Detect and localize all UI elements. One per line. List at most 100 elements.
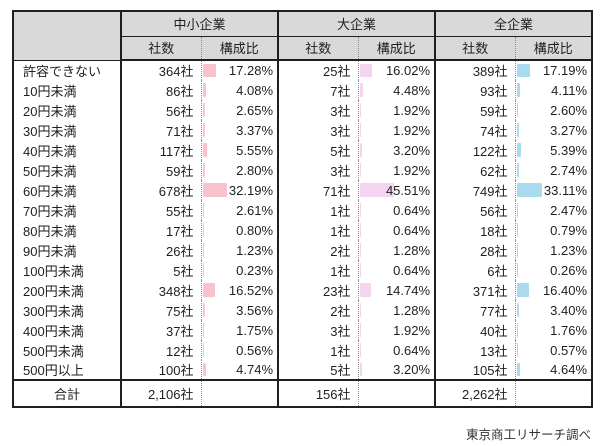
ratio-data-bar (516, 163, 519, 177)
ratio-value: 4.74% (236, 362, 274, 377)
ratio-data-bar (202, 283, 215, 297)
all-ratio-cell: 0.79% (514, 220, 593, 240)
ratio-data-bar (516, 183, 542, 197)
table-row: 70円未満 55社 2.61% 1社 0.64% 56社 2.47% (13, 200, 593, 220)
subheader-row: 社数 構成比 社数 構成比 社数 構成比 (13, 36, 593, 61)
large-ratio-cell: 1.28% (357, 300, 436, 320)
sme-ratio-cell: 3.37% (200, 120, 279, 140)
large-ratio-header: 構成比 (357, 36, 436, 61)
all-ratio-cell: 2.60% (514, 100, 593, 120)
ratio-value: 17.28% (228, 63, 274, 78)
large-ratio-cell: 1.28% (357, 240, 436, 260)
ratio-data-bar (516, 103, 519, 117)
all-ratio-cell: 16.40% (514, 280, 593, 300)
ratio-data-bar (359, 64, 372, 77)
sme-total-ratio-cell (200, 379, 279, 407)
ratio-data-bar (202, 363, 207, 376)
all-count-cell: 28社 (434, 240, 516, 260)
ratio-value: 3.20% (393, 362, 431, 377)
ratio-value: 0.56% (236, 342, 274, 358)
all-count-cell: 13社 (434, 340, 516, 360)
ratio-value: 0.23% (236, 262, 274, 278)
large-ratio-cell: 0.64% (357, 200, 436, 220)
all-ratio-cell: 3.27% (514, 120, 593, 140)
ratio-data-bar (359, 323, 361, 337)
large-count-cell: 3社 (277, 160, 359, 180)
ratio-value: 2.65% (236, 102, 274, 118)
ratio-data-bar (516, 203, 519, 217)
ratio-data-bar (202, 163, 205, 177)
large-total-count-cell: 156社 (277, 379, 359, 407)
ratio-data-bar (516, 323, 518, 337)
large-count-cell: 3社 (277, 320, 359, 340)
ratio-data-bar (359, 163, 361, 177)
all-ratio-cell: 33.11% (514, 180, 593, 200)
table-row: 30円未満 71社 3.37% 3社 1.92% 74社 3.27% (13, 120, 593, 140)
ratio-value: 3.20% (393, 142, 431, 158)
large-count-cell: 1社 (277, 340, 359, 360)
ratio-data-bar (202, 183, 227, 197)
sme-count-cell: 59社 (166, 163, 194, 179)
ratio-data-bar (516, 143, 521, 157)
large-count-cell: 7社 (277, 80, 359, 100)
ratio-value: 16.52% (228, 282, 274, 298)
ratio-value: 0.64% (393, 222, 431, 238)
ratio-value: 32.19% (228, 182, 274, 198)
table-row: 200円未満 348社 16.52% 23社 14.74% 371社 16.40% (13, 280, 593, 300)
large-ratio-cell: 1.92% (357, 100, 436, 120)
table-body: 許容できない 364社 17.28% 25社 16.02% 389社 17.19% 10円未満… (13, 60, 593, 407)
sme-ratio-cell: 0.80% (200, 220, 279, 240)
large-ratio-cell: 0.64% (357, 220, 436, 240)
ratio-data-bar (516, 64, 530, 77)
ratio-data-bar (202, 303, 206, 317)
sme-ratio-cell: 1.23% (200, 240, 279, 260)
row-label: 10円未満 (13, 80, 122, 100)
ratio-data-bar (202, 143, 207, 157)
table-row: 500円未満 12社 0.56% 1社 0.64% 13社 0.57% (13, 340, 593, 360)
ratio-value: 5.55% (236, 142, 274, 158)
sme-ratio-cell: 0.23% (200, 260, 279, 280)
table-header: 中小企業 大企業 全企業 社数 構成比 社数 構成比 社数 構成比 (13, 11, 593, 61)
ratio-value: 1.75% (236, 322, 274, 338)
all-ratio-cell: 2.47% (514, 200, 593, 220)
ratio-data-bar (516, 243, 518, 257)
table-row: 100円未満 5社 0.23% 1社 0.64% 6社 0.26% (13, 260, 593, 280)
ratio-value: 1.28% (393, 242, 431, 258)
ratio-value: 4.11% (551, 82, 588, 98)
table-row: 許容できない 364社 17.28% 25社 16.02% 389社 17.19% (13, 60, 593, 80)
all-ratio-cell: 5.39% (514, 140, 593, 160)
ratio-value: 0.80% (236, 222, 274, 238)
ratio-data-bar (359, 243, 361, 257)
ratio-value: 0.26% (550, 262, 588, 278)
row-label: 30円未満 (13, 120, 122, 140)
sme-ratio-cell: 2.80% (200, 160, 279, 180)
ratio-data-bar (202, 323, 204, 337)
sme-ratio-cell: 2.65% (200, 100, 279, 120)
ratio-value: 16.02% (385, 63, 431, 78)
ratio-value: 3.40% (550, 302, 588, 318)
all-count-header: 社数 (434, 36, 516, 61)
row-label: 300円未満 (13, 300, 122, 320)
large-count-cell: 2社 (277, 300, 359, 320)
all-total-ratio-cell (514, 379, 593, 407)
sme-ratio-cell: 17.28% (200, 60, 279, 80)
ratio-data-bar (359, 103, 361, 117)
ratio-data-bar (202, 103, 205, 117)
group-header-row: 中小企業 大企業 全企業 (13, 11, 593, 61)
large-ratio-cell: 0.64% (357, 260, 436, 280)
row-label: 100円未満 (13, 260, 122, 280)
ratio-data-bar (359, 283, 371, 297)
row-label: 500円未満 (13, 340, 122, 360)
row-label: 50円未満 (13, 160, 122, 180)
ratio-data-bar (359, 143, 362, 157)
large-ratio-cell: 14.74% (357, 280, 436, 300)
ratio-value: 2.60% (550, 102, 588, 118)
row-label: 許容できない (13, 60, 122, 80)
table-row: 90円未満 26社 1.23% 2社 1.28% 28社 1.23% (13, 240, 593, 260)
ratio-value: 0.64% (393, 342, 431, 358)
sme-ratio-header: 構成比 (200, 36, 279, 61)
ratio-value: 0.64% (393, 202, 431, 218)
all-count-cell: 74社 (434, 120, 516, 140)
large-count-header: 社数 (277, 36, 359, 61)
large-ratio-cell: 3.20% (357, 140, 436, 160)
